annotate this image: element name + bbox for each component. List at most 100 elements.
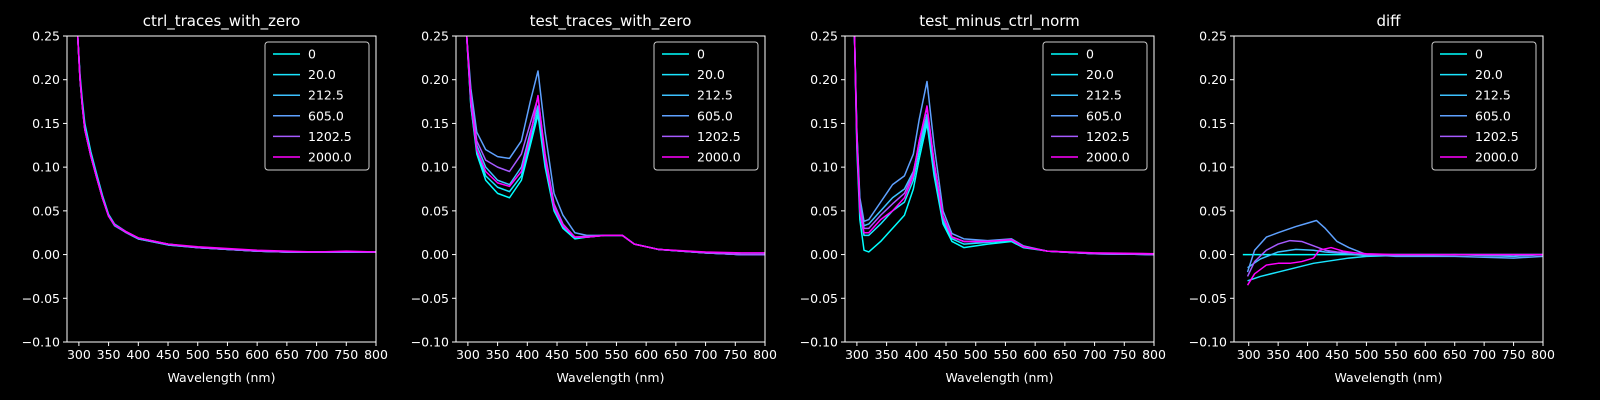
y-tick-label: −0.05 [800,291,838,306]
subplot-4: 300 350 400 450 500 550 600 650 700 750 800 −0.10 −0… [1189,12,1555,385]
x-tick-label: 500 [186,347,210,362]
y-tick-label: 0.15 [421,116,449,131]
x-tick-label: 400 [904,347,928,362]
x-tick-label: 650 [1443,347,1467,362]
x-tick-label: 300 [1237,347,1261,362]
y-tick-label: 0.20 [32,72,60,87]
x-axis-label: Wavelength (nm) [557,370,665,385]
y-tick-label: 0.10 [1199,160,1227,175]
y-tick-label: −0.10 [411,335,449,350]
y-tick-label: 0.15 [810,116,838,131]
x-tick-label: 550 [605,347,629,362]
x-tick-label: 750 [334,347,358,362]
legend-label: 0 [1086,47,1094,62]
legend-label: 605.0 [697,108,733,123]
x-tick-label: 700 [305,347,329,362]
x-tick-label: 450 [545,347,569,362]
y-tick-label: −0.10 [1189,335,1227,350]
x-tick-label: 800 [364,347,388,362]
x-tick-label: 750 [723,347,747,362]
legend-label: 605.0 [1475,108,1511,123]
legend-label: 212.5 [308,88,344,103]
y-tick-label: 0.15 [32,116,60,131]
x-tick-label: 350 [486,347,510,362]
x-tick-label: 400 [1296,347,1320,362]
x-tick-label: 350 [875,347,899,362]
x-tick-label: 500 [575,347,599,362]
x-tick-label: 300 [456,347,480,362]
subplot-3: 300 350 400 450 500 550 600 650 700 750 800 −0.10 −0… [800,12,1166,385]
x-tick-label: 450 [1325,347,1349,362]
x-tick-label: 750 [1112,347,1136,362]
y-tick-label: 0.10 [32,160,60,175]
series-group [1242,219,1543,286]
legend-label: 0 [1475,47,1483,62]
legend-label: 212.5 [1086,88,1122,103]
y-tick-label: −0.05 [22,291,60,306]
y-tick-label: 0.25 [1199,29,1227,44]
legend-label: 20.0 [1475,67,1503,82]
subplot-title: test_traces_with_zero [530,12,692,31]
y-tick-label: 0.20 [1199,72,1227,87]
y-tick-label: 0.25 [32,29,60,44]
x-tick-label: 750 [1502,347,1526,362]
axes-frame [455,35,766,343]
legend-label: 605.0 [1086,108,1122,123]
x-tick-label: 300 [845,347,869,362]
axes-frame [844,35,1155,343]
subplot-title: diff [1376,12,1401,30]
y-tick-label: 0.00 [810,247,838,262]
x-tick-label: 800 [1531,347,1555,362]
y-tick-label: 0.10 [421,160,449,175]
x-tick-label: 300 [67,347,91,362]
y-tick-label: 0.10 [810,160,838,175]
x-tick-label: 450 [156,347,180,362]
legend-label: 20.0 [697,67,725,82]
x-tick-label: 600 [1413,347,1437,362]
x-tick-label: 450 [934,347,958,362]
subplot-title: test_minus_ctrl_norm [919,12,1080,31]
y-tick-label: −0.05 [1189,291,1227,306]
subplot-2: 300 350 400 450 500 550 600 650 700 750 800 −0.10 −0… [411,12,777,385]
x-tick-label: 500 [1354,347,1378,362]
x-axis-label: Wavelength (nm) [1335,370,1443,385]
y-tick-label: 0.25 [421,29,449,44]
series-line-605.0 [1246,219,1543,273]
x-tick-label: 600 [634,347,658,362]
axes-frame [66,35,377,343]
y-tick-label: 0.00 [1199,247,1227,262]
y-tick-label: 0.05 [421,203,449,218]
legend-label: 2000.0 [1086,150,1130,165]
x-axis-label: Wavelength (nm) [946,370,1054,385]
y-tick-label: 0.20 [810,72,838,87]
legend-label: 212.5 [1475,88,1511,103]
series-line-605.0 [853,36,1154,256]
y-tick-label: 0.05 [1199,203,1227,218]
x-tick-label: 350 [1266,347,1290,362]
legend-label: 20.0 [1086,67,1114,82]
x-tick-label: 600 [1023,347,1047,362]
y-tick-label: −0.05 [411,291,449,306]
legend-label: 0 [697,47,705,62]
x-tick-label: 650 [1053,347,1077,362]
x-tick-label: 700 [1472,347,1496,362]
y-tick-label: 0.00 [32,247,60,262]
subplot-1: 300 350 400 450 500 550 600 650 700 750 800 −0.10 −0… [22,12,388,385]
series-line-2000.0 [1246,246,1543,286]
legend-label: 1202.5 [308,129,352,144]
series-line-2000.0 [76,36,376,253]
series-group [465,36,765,256]
x-tick-label: 400 [126,347,150,362]
legend-label: 0 [308,47,316,62]
legend-label: 1202.5 [1475,129,1519,144]
x-tick-label: 550 [216,347,240,362]
legend-label: 1202.5 [697,129,741,144]
x-axis-label: Wavelength (nm) [168,370,276,385]
series-line-2000.0 [465,36,765,254]
x-tick-label: 700 [694,347,718,362]
x-tick-label: 700 [1083,347,1107,362]
legend-label: 605.0 [308,108,344,123]
x-tick-label: 500 [964,347,988,362]
legend-label: 1202.5 [1086,129,1130,144]
x-tick-label: 350 [97,347,121,362]
